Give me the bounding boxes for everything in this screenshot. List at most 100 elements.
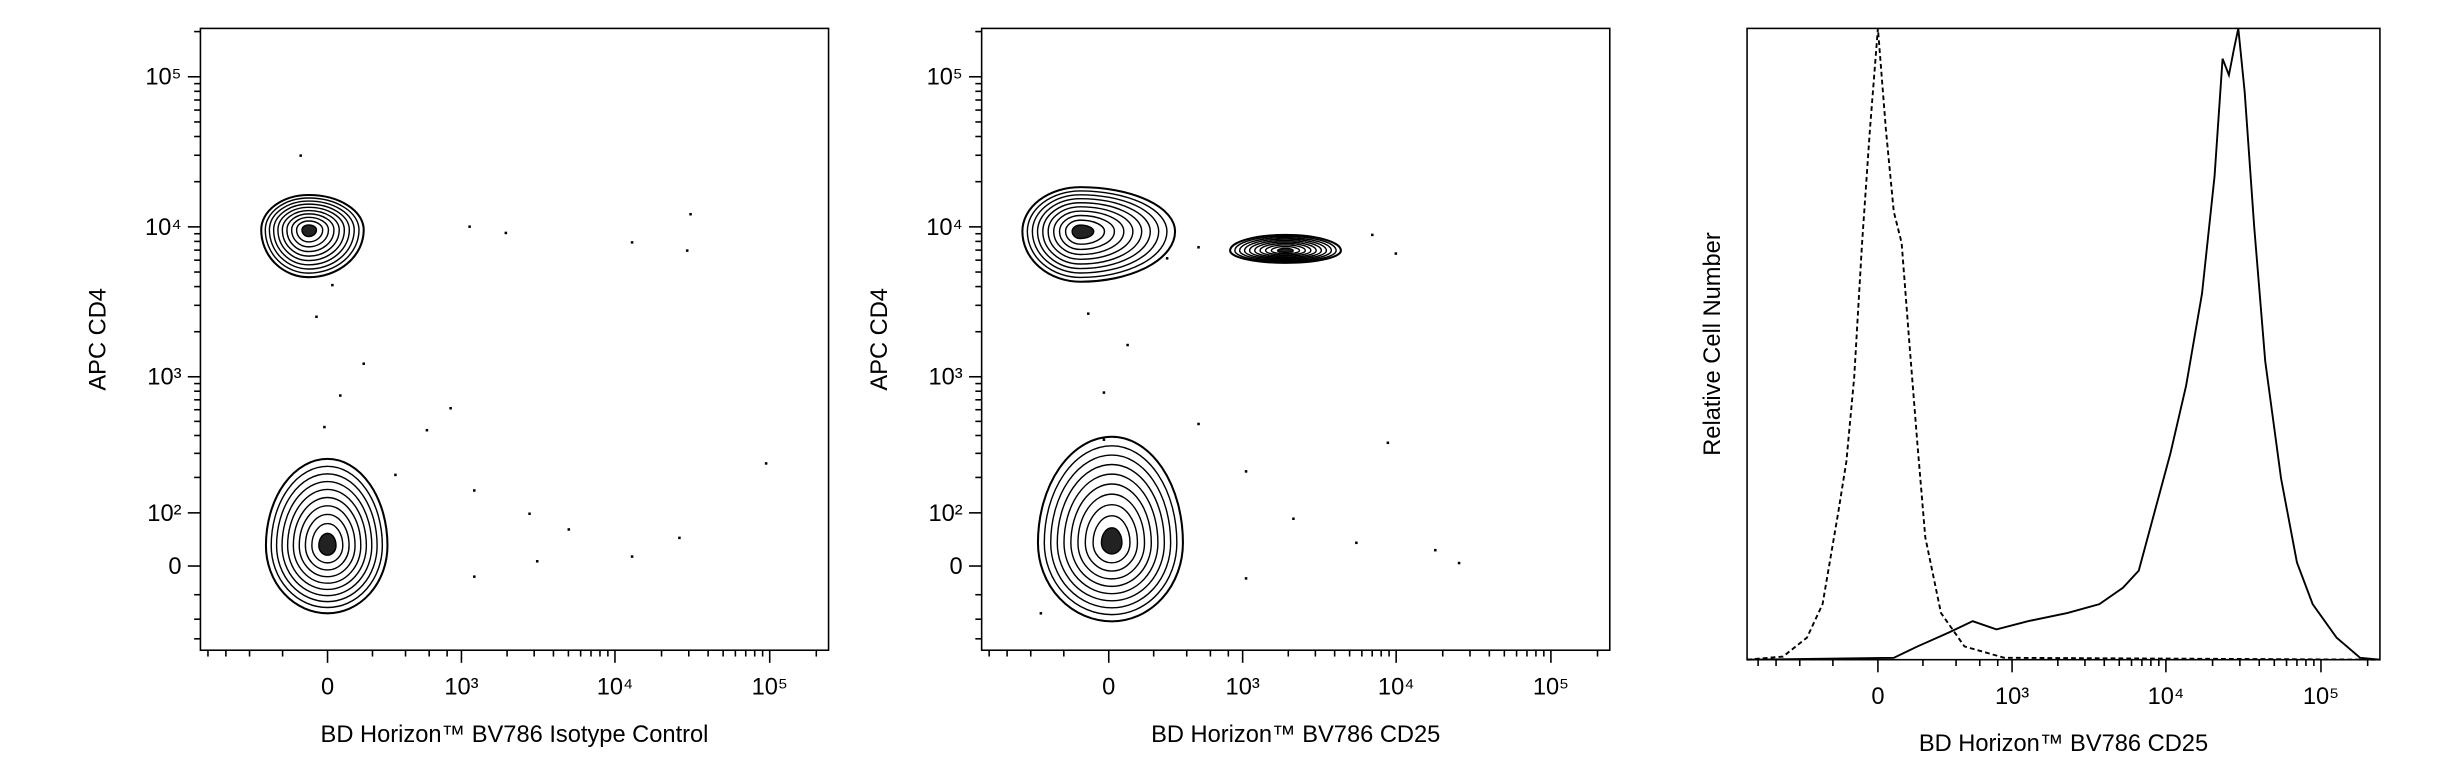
- y-tick-label: 10²: [929, 501, 963, 527]
- x-axis-label: BD Horizon™ BV786 CD25: [1919, 731, 2208, 757]
- event-dot: [315, 315, 318, 319]
- y-tick-label: 0: [950, 554, 963, 580]
- x-tick-label: 10⁵: [752, 674, 788, 700]
- x-axis-label: BD Horizon™ BV786 CD25: [1151, 722, 1440, 748]
- x-tick-label: 10³: [444, 674, 478, 700]
- contour-level: [286, 213, 335, 253]
- event-dot: [1197, 246, 1200, 249]
- event-dot: [1244, 577, 1248, 580]
- plot-frame: [980, 27, 1611, 652]
- contour-level: [1077, 493, 1146, 580]
- event-dot: [1197, 422, 1200, 426]
- event-dot: [394, 473, 397, 477]
- contour-level: [1270, 245, 1301, 255]
- contour-level: [1070, 483, 1153, 588]
- x-tick-label: 0: [321, 674, 334, 700]
- event-dot: [468, 225, 471, 228]
- event-dot: [1394, 252, 1398, 255]
- event-dot: [528, 512, 531, 516]
- contour-level: [1092, 515, 1131, 564]
- event-dot: [1126, 343, 1129, 347]
- plot-frame: [1746, 27, 2381, 661]
- contour-level: [1058, 214, 1116, 251]
- event-dot: [1386, 441, 1390, 445]
- plot-frame: [199, 27, 830, 652]
- event-dot: [630, 555, 634, 558]
- event-dot: [630, 241, 634, 244]
- event-dot: [567, 528, 571, 531]
- y-tick-label: 10³: [929, 365, 963, 391]
- contour-level: [1031, 194, 1160, 274]
- y-axis-label: Relative Cell Number: [1700, 232, 1726, 456]
- event-dot: [425, 428, 429, 432]
- contour-level: [1243, 238, 1328, 261]
- y-tick-label: 10²: [147, 501, 181, 527]
- contour-level: [290, 216, 330, 248]
- contour-level: [1248, 239, 1323, 260]
- y-axis-label: APC CD4: [867, 288, 893, 391]
- contour-level: [1084, 503, 1139, 572]
- event-dot: [323, 425, 326, 429]
- y-tick-label: 10⁴: [145, 215, 181, 241]
- contour-level: [292, 496, 362, 584]
- event-dot: [299, 154, 302, 157]
- contour-level: [1276, 247, 1294, 254]
- y-axis-label: APC CD4: [86, 288, 112, 391]
- contour-level: [1036, 198, 1152, 270]
- contour-level: [311, 522, 344, 564]
- x-tick-label: 10⁴: [2148, 684, 2184, 710]
- contour-level: [270, 465, 384, 609]
- contour-level: [1264, 244, 1307, 256]
- event-dot: [1434, 548, 1437, 552]
- contour-level: [1064, 219, 1106, 245]
- histogram-curve: [1747, 28, 2381, 661]
- y-tick-label: 10⁵: [145, 65, 181, 91]
- event-dot: [689, 212, 692, 216]
- contour-level: [281, 209, 340, 257]
- contour-level: [1238, 236, 1333, 262]
- y-tick-label: 10⁵: [927, 65, 963, 91]
- event-dot: [1244, 470, 1248, 473]
- event-dot: [1165, 257, 1169, 260]
- event-dot: [449, 406, 452, 410]
- x-tick-label: 0: [1102, 674, 1115, 700]
- contour-level: [1042, 202, 1143, 265]
- event-dot: [339, 394, 342, 397]
- contour-level: [1050, 454, 1172, 609]
- y-tick-label: 10⁴: [926, 215, 962, 241]
- x-tick-label: 10⁴: [597, 674, 633, 700]
- contour-level: [1063, 473, 1159, 595]
- event-dot: [504, 231, 508, 235]
- contour-level: [1043, 445, 1178, 616]
- event-dot: [362, 362, 365, 365]
- contour-level: [318, 532, 337, 556]
- contour-level: [298, 505, 356, 578]
- x-tick-label: 0: [1871, 684, 1884, 710]
- contour-level: [1234, 235, 1337, 263]
- contour-level: [1259, 242, 1312, 257]
- x-tick-label: 10⁵: [1533, 674, 1569, 700]
- x-tick-label: 10³: [1226, 674, 1260, 700]
- event-dot: [1355, 541, 1358, 545]
- contour-level: [1254, 241, 1317, 259]
- event-dot: [1457, 561, 1461, 565]
- contour-level: [275, 473, 378, 603]
- x-axis-label: BD Horizon™ BV786 Isotype Control: [321, 722, 709, 748]
- event-dot: [1102, 391, 1106, 394]
- event-dot: [764, 462, 768, 465]
- event-dot: [685, 249, 689, 252]
- contour-level: [1047, 206, 1134, 261]
- event-dot: [535, 560, 539, 563]
- x-tick-label: 10⁴: [1378, 674, 1414, 700]
- event-dot: [1039, 612, 1043, 615]
- event-dot: [1371, 233, 1374, 237]
- event-dot: [473, 489, 476, 492]
- contour-level: [286, 488, 368, 591]
- contour-level: [1056, 463, 1166, 602]
- x-tick-label: 10³: [1995, 684, 2029, 710]
- event-dot: [473, 575, 476, 578]
- event-dot: [1087, 312, 1090, 315]
- contour-level: [272, 203, 351, 266]
